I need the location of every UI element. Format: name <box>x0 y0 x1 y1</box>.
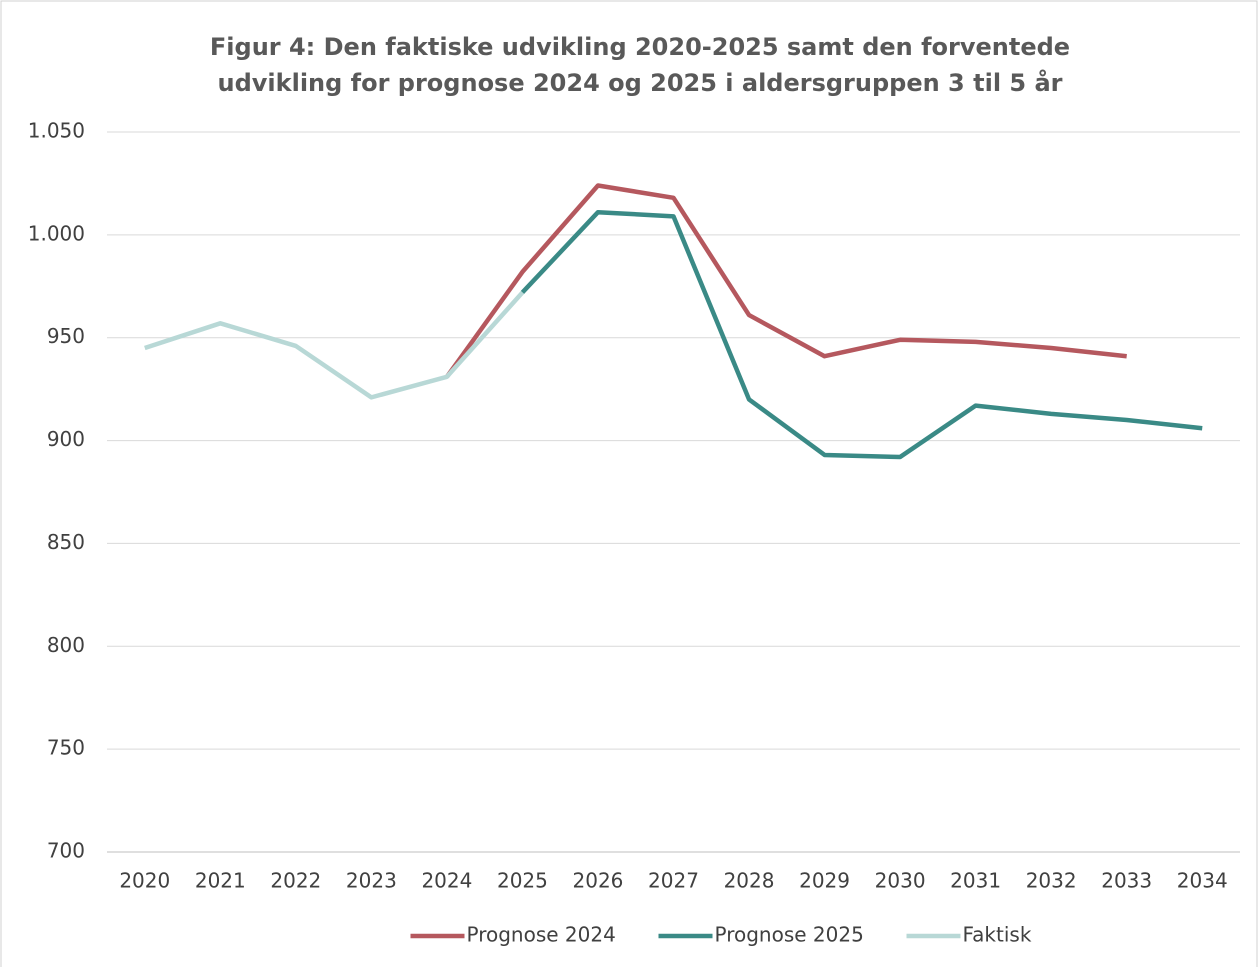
y-tick-label: 1.050 <box>28 119 85 143</box>
chart-title: Figur 4: Den faktiske udvikling 2020-202… <box>210 33 1070 61</box>
y-tick-label: 1.000 <box>28 221 85 245</box>
line-series <box>144 290 525 400</box>
x-tick-label: 2030 <box>875 869 926 893</box>
x-tick-label: 2023 <box>346 869 397 893</box>
y-tick-label: 750 <box>47 736 85 760</box>
y-tick-label: 700 <box>47 839 85 863</box>
y-tick-label: 900 <box>47 427 85 451</box>
x-tick-label: 2022 <box>270 869 321 893</box>
x-tick-label: 2025 <box>497 869 548 893</box>
chart-title: udvikling for prognose 2024 og 2025 i al… <box>218 68 1063 97</box>
legend-label: Prognose 2024 <box>467 923 616 947</box>
legend-label: Prognose 2025 <box>715 923 864 947</box>
line-series <box>445 183 1127 379</box>
line-series <box>520 209 1203 460</box>
y-tick-label: 800 <box>47 633 85 657</box>
y-tick-label: 950 <box>47 324 85 348</box>
x-tick-label: 2020 <box>119 869 170 893</box>
x-tick-label: 2032 <box>1026 869 1077 893</box>
x-tick-label: 2031 <box>950 869 1001 893</box>
x-tick-label: 2029 <box>799 869 850 893</box>
x-tick-label: 2024 <box>421 869 472 893</box>
x-tick-label: 2027 <box>648 869 699 893</box>
y-tick-label: 850 <box>47 530 85 554</box>
x-tick-label: 2026 <box>573 869 624 893</box>
x-tick-label: 2028 <box>724 869 775 893</box>
x-tick-label: 2034 <box>1177 869 1228 893</box>
x-tick-label: 2021 <box>195 869 246 893</box>
legend-label: Faktisk <box>963 923 1032 947</box>
x-tick-label: 2033 <box>1101 869 1152 893</box>
